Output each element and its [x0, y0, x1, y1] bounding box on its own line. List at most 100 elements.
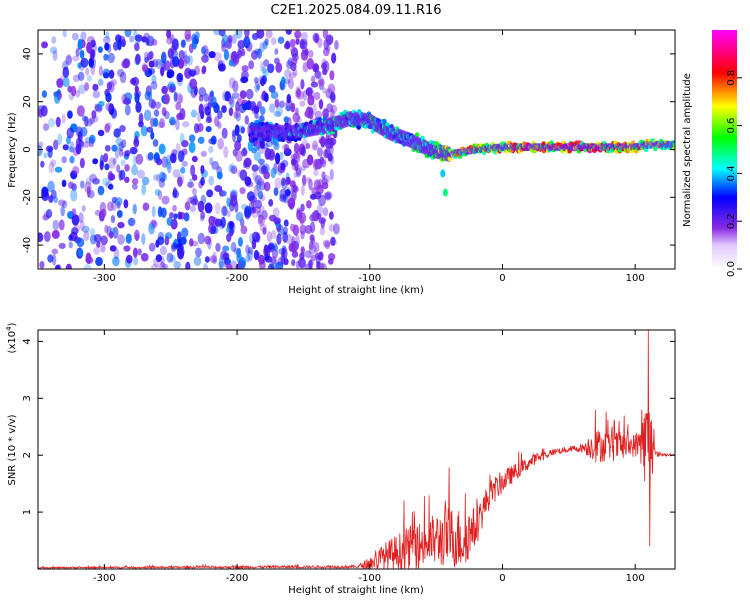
heatmap-noise-cell — [98, 100, 105, 107]
heatmap-noise-cell — [230, 163, 236, 175]
heatmap-noise-cell — [159, 245, 168, 256]
heatmap-noise-cell — [124, 30, 132, 38]
heatmap-noise-cell — [234, 124, 240, 136]
heatmap-noise-cell — [86, 186, 91, 198]
heatmap-noise-cell — [319, 158, 327, 165]
heatmap-noise-cell — [197, 232, 205, 245]
heatmap-noise-cell — [151, 205, 156, 218]
heatmap-noise-cell — [142, 64, 149, 73]
heatmap-noise-cell — [80, 180, 85, 189]
heatmap-noise-cell — [294, 107, 299, 116]
heatmap-noise-cell — [272, 207, 280, 218]
heatmap-noise-cell — [277, 224, 284, 236]
heatmap-noise-cell — [188, 69, 197, 77]
heatmap-noise-cell — [267, 242, 275, 251]
heatmap-noise-cell — [286, 93, 292, 104]
heatmap-noise-cell — [302, 89, 308, 101]
heatmap-noise-cell — [188, 178, 193, 189]
heatmap-noise-cell — [81, 205, 86, 212]
x-tick-label: 0 — [499, 273, 505, 284]
heatmap-noise-cell — [222, 245, 230, 252]
heatmap-noise-cell — [212, 251, 217, 262]
heatmap-noise-cell — [190, 86, 198, 98]
heatmap-noise-cell — [108, 157, 116, 169]
y-tick-label: 40 — [22, 48, 33, 61]
heatmap-noise-cell — [244, 115, 250, 125]
heatmap-noise-cell — [283, 226, 288, 235]
heatmap-noise-cell — [180, 39, 186, 48]
heatmap-noise-cell — [72, 55, 80, 62]
x-tick-label: -100 — [358, 573, 381, 584]
heatmap-noise-cell — [299, 100, 306, 107]
heatmap-noise-cell — [248, 101, 257, 112]
heatmap-noise-cell — [231, 130, 237, 143]
heatmap-noise-cell — [289, 46, 298, 53]
heatmap-noise-cell — [80, 31, 87, 41]
heatmap-noise-cell — [213, 51, 222, 62]
snr-series-line — [38, 330, 675, 569]
heatmap-noise-cell — [226, 263, 233, 269]
heatmap-noise-cell — [148, 68, 156, 75]
heatmap-noise-cell — [83, 230, 90, 242]
heatmap-noise-cell — [150, 263, 159, 269]
y-tick-label: 4 — [22, 338, 33, 344]
heatmap-noise-cell — [89, 58, 95, 66]
heatmap-ridge-cell — [671, 146, 675, 152]
heatmap-noise-cell — [292, 224, 300, 236]
heatmap-noise-cell — [179, 132, 185, 145]
heatmap-noise-cell — [281, 247, 288, 259]
heatmap-noise-cell — [259, 140, 265, 149]
heatmap-noise-cell — [284, 143, 290, 153]
heatmap-noise-cell — [189, 238, 194, 247]
heatmap-noise-cell — [79, 49, 85, 59]
heatmap-noise-cell — [43, 211, 49, 219]
heatmap-noise-cell — [110, 79, 118, 86]
heatmap-noise-cell — [155, 158, 163, 166]
heatmap-noise-cell — [119, 125, 126, 133]
heatmap-noise-cell — [317, 78, 325, 86]
heatmap-noise-cell — [176, 174, 185, 185]
snr-axes: -300 -200 -100 0 100 1 2 3 4 — [22, 330, 675, 584]
heatmap-noise-cell — [112, 226, 119, 239]
x-tick-label: -200 — [226, 573, 249, 584]
heatmap-noise-cell — [133, 30, 138, 38]
heatmap-noise-cell — [263, 181, 271, 192]
heatmap-noise-cell — [192, 187, 197, 196]
heatmap-noise-cell — [54, 264, 61, 269]
heatmap-noise-cell — [185, 261, 191, 269]
heatmap-noise-cell — [285, 30, 292, 35]
colorbar-ticks: 0.0 0.2 0.4 0.6 0.8 — [726, 70, 742, 277]
heatmap-noise-cell — [152, 139, 159, 147]
heatmap-noise-cell — [108, 230, 114, 239]
heatmap-noise-cell — [172, 204, 177, 212]
heatmap-noise-cell — [177, 248, 185, 260]
heatmap-noise-cell — [286, 188, 291, 198]
heatmap-noise-cell — [310, 221, 316, 234]
heatmap-noise-cell — [181, 227, 189, 238]
heatmap-noise-cell — [334, 40, 339, 50]
heatmap-noise-cell — [268, 103, 276, 113]
heatmap-noise-cell — [153, 117, 159, 128]
heatmap-noise-cell — [298, 212, 307, 224]
heatmap-noise-cell — [299, 224, 307, 235]
heatmap-noise-cell — [253, 76, 259, 84]
heatmap-branch-cell — [440, 169, 446, 178]
heatmap-noise-cell — [117, 39, 122, 51]
heatmap-noise-cell — [324, 240, 331, 250]
heatmap-noise-cell — [110, 108, 117, 119]
heatmap-noise-cell — [200, 150, 207, 157]
heatmap-noise-cell — [97, 46, 103, 53]
heatmap-noise-cell — [169, 254, 176, 263]
heatmap-noise-cell — [50, 46, 58, 54]
heatmap-noise-cell — [308, 49, 314, 58]
colorbar-tick-label: 0.8 — [726, 70, 737, 86]
heatmap-noise-cell — [293, 171, 299, 178]
heatmap-noise-cell — [125, 254, 133, 264]
heatmap-noise-cell — [148, 98, 156, 109]
heatmap-noise-cell — [184, 30, 192, 40]
heatmap-noise-cell — [308, 259, 313, 269]
heatmap-noise-cell — [83, 264, 92, 269]
heatmap-noise-cell — [132, 203, 137, 215]
heatmap-noise-cell — [283, 258, 289, 266]
heatmap-noise-cell — [322, 239, 331, 248]
